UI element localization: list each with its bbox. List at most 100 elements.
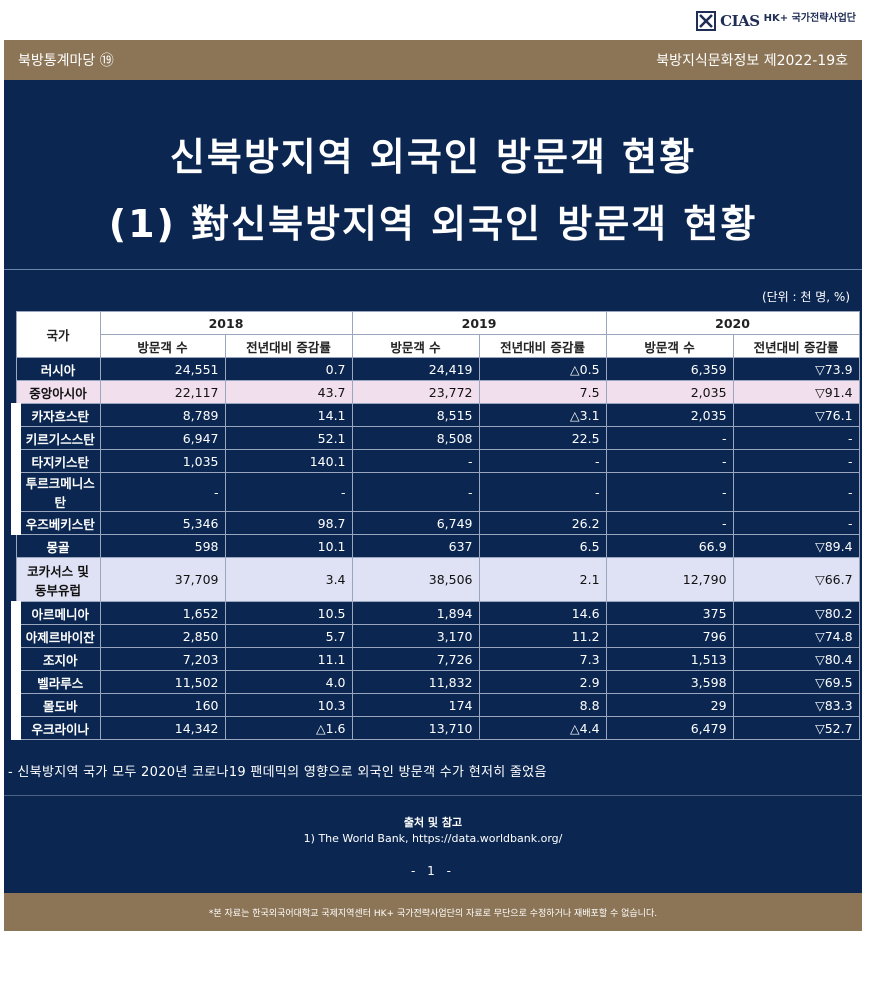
table-row: 아르메니아 1,652 10.5 1,894 14.6 375 ▽80.2 bbox=[11, 601, 860, 625]
visitor-count-cell: 2,850 bbox=[99, 624, 226, 648]
change-rate-cell: - bbox=[732, 449, 860, 473]
change-rate-cell: 11.2 bbox=[478, 624, 607, 648]
visitor-count-cell: 29 bbox=[605, 693, 734, 717]
visitor-count-cell: - bbox=[605, 511, 734, 535]
series-label: 북방통계마당 ⑲ bbox=[18, 53, 114, 69]
change-rate-cell: 8.8 bbox=[478, 693, 607, 717]
page-title: 신북방지역 외국인 방문객 현황 bbox=[169, 135, 697, 179]
country-name: 카자흐스탄 bbox=[11, 403, 101, 427]
visitor-count-cell: 13,710 bbox=[351, 716, 480, 740]
change-rate-cell: 2.1 bbox=[478, 557, 607, 602]
change-rate-cell: 7.3 bbox=[478, 647, 607, 671]
visitor-count-cell: 12,790 bbox=[605, 557, 734, 602]
visitor-count-cell: 22,117 bbox=[99, 380, 226, 404]
visitor-count-cell: 24,419 bbox=[351, 357, 480, 381]
title-box: 신북방지역 외국인 방문객 현황 (1) 對신북방지역 외국인 방문객 현황 bbox=[4, 80, 862, 270]
table-row: 몽골 598 10.1 637 6.5 66.9 ▽89.4 bbox=[15, 534, 860, 558]
copyright-notice: *본 자료는 한국외국어대학교 국제지역센터 HK+ 국가전략사업단의 자료로 … bbox=[208, 908, 658, 919]
change-rate-cell: △1.6 bbox=[224, 716, 353, 740]
change-header: 전년대비 증감률 bbox=[478, 334, 607, 358]
change-rate-cell: 7.5 bbox=[478, 380, 607, 404]
change-rate-cell: 3.4 bbox=[224, 557, 353, 602]
visitor-count-cell: 1,035 bbox=[99, 449, 226, 473]
change-rate-cell: - bbox=[732, 472, 860, 512]
table-row: 러시아 24,551 0.7 24,419 △0.5 6,359 ▽73.9 bbox=[15, 357, 860, 381]
change-rate-cell: - bbox=[478, 472, 607, 512]
change-rate-cell: △4.4 bbox=[478, 716, 607, 740]
visitor-count-cell: 2,035 bbox=[605, 380, 734, 404]
logo-tagline bbox=[764, 26, 856, 29]
table-row: 투르크메니스탄 - - - - - - bbox=[11, 472, 860, 512]
change-rate-cell: 14.6 bbox=[478, 601, 607, 625]
table-row: 타지키스탄 1,035 140.1- - - - bbox=[11, 449, 860, 473]
country-name: 몽골 bbox=[15, 534, 101, 558]
logo-text: CIAS bbox=[720, 12, 760, 30]
country-name: 아르메니아 bbox=[11, 601, 101, 625]
year-header: 2020 bbox=[605, 311, 860, 335]
visitor-count-cell: 598 bbox=[99, 534, 226, 558]
logo-hk: HK+ 국가전략사업단 bbox=[763, 12, 856, 24]
change-rate-cell: 2.9 bbox=[478, 670, 607, 694]
table-row: 벨라루스 11,502 4.0 11,832 2.9 3,598 ▽69.5 bbox=[11, 670, 860, 694]
table-body: 러시아 24,551 0.7 24,419 △0.5 6,359 ▽73.9 중앙아시아 22,… bbox=[11, 357, 860, 740]
change-rate-cell: 140.1 bbox=[224, 449, 353, 473]
country-name: 투르크메니스탄 bbox=[11, 472, 101, 512]
footer-bar: *본 자료는 한국외국어대학교 국제지역센터 HK+ 국가전략사업단의 자료로 … bbox=[4, 893, 862, 931]
change-rate-cell: ▽80.4 bbox=[732, 647, 860, 671]
visitor-count-cell: 5,346 bbox=[99, 511, 226, 535]
year-header-row: 국가 2018 2019 2020 bbox=[15, 311, 860, 358]
visitor-count-cell: 23,772 bbox=[351, 380, 480, 404]
cias-logo: CIAS HK+ 국가전략사업단 bbox=[696, 10, 856, 32]
change-rate-cell: △3.1 bbox=[478, 403, 607, 427]
change-rate-cell: 10.5 bbox=[224, 601, 353, 625]
change-header: 전년대비 증감률 bbox=[224, 334, 353, 358]
visitors-header: 방문객 수 bbox=[99, 334, 226, 358]
country-name: 타지키스탄 bbox=[11, 449, 101, 473]
change-rate-cell: - bbox=[478, 449, 607, 473]
issue-label: 북방지식문화정보 제2022-19호 bbox=[656, 53, 848, 69]
visitor-count-cell: 7,726 bbox=[351, 647, 480, 671]
visitor-count-cell: 160 bbox=[99, 693, 226, 717]
change-rate-cell: 98.7 bbox=[224, 511, 353, 535]
visitor-count-cell: - bbox=[605, 472, 734, 512]
change-rate-cell: 10.1 bbox=[224, 534, 353, 558]
visitor-count-cell: 375 bbox=[605, 601, 734, 625]
change-rate-cell: 4.0 bbox=[224, 670, 353, 694]
table-row: 우크라이나 14,342 △1.6 13,710 △4.4 6,479 ▽52.7 bbox=[11, 716, 860, 740]
visitor-count-cell: 24,551 bbox=[99, 357, 226, 381]
change-rate-cell: ▽69.5 bbox=[732, 670, 860, 694]
change-header: 전년대비 증감률 bbox=[732, 334, 860, 358]
visitor-count-cell: - bbox=[605, 449, 734, 473]
visitor-count-cell: 6,359 bbox=[605, 357, 734, 381]
visitor-table: 국가 2018 2019 2020 방문객 수 전년대비 증감률 방문객 수 전… bbox=[11, 311, 860, 740]
change-rate-cell: ▽76.1 bbox=[732, 403, 860, 427]
change-rate-cell: 14.1 bbox=[224, 403, 353, 427]
table-row: 아제르바이잔 2,850 5.7 3,170 11.2 796 ▽74.8 bbox=[11, 624, 860, 648]
change-rate-cell: 5.7 bbox=[224, 624, 353, 648]
change-rate-cell: - bbox=[224, 472, 353, 512]
page-subtitle: (1) 對신북방지역 외국인 방문객 현황 bbox=[108, 202, 758, 246]
divider bbox=[4, 795, 862, 796]
country-header: 국가 bbox=[15, 311, 101, 358]
visitor-count-cell: 1,513 bbox=[605, 647, 734, 671]
table-row: 키르기스스탄 6,947 52.1 8,508 22.5- - bbox=[11, 426, 860, 450]
visitor-count-cell: 11,832 bbox=[351, 670, 480, 694]
header-bar: 북방통계마당 ⑲ 북방지식문화정보 제2022-19호 bbox=[4, 40, 862, 80]
change-rate-cell: ▽83.3 bbox=[732, 693, 860, 717]
year-header: 2018 bbox=[99, 311, 353, 335]
change-rate-cell: ▽80.2 bbox=[732, 601, 860, 625]
note-text: - 신북방지역 국가 모두 2020년 코로나19 팬데믹의 영향으로 외국인 … bbox=[8, 765, 547, 780]
table-row: 몰도바 160 10.3 174 8.8 29 ▽83.3 bbox=[11, 693, 860, 717]
visitor-count-cell: 38,506 bbox=[351, 557, 480, 602]
visitors-header: 방문객 수 bbox=[605, 334, 734, 358]
change-rate-cell: - bbox=[732, 511, 860, 535]
visitor-count-cell: 796 bbox=[605, 624, 734, 648]
table-row: 조지아 7,203 11.1 7,726 7.3 1,513 ▽80.4 bbox=[11, 647, 860, 671]
visitor-count-cell: 66.9 bbox=[605, 534, 734, 558]
visitor-count-cell: 37,709 bbox=[99, 557, 226, 602]
country-name: 아제르바이잔 bbox=[11, 624, 101, 648]
logo-subtext: HK+ 국가전략사업단 bbox=[763, 12, 856, 29]
visitor-count-cell: 6,479 bbox=[605, 716, 734, 740]
change-rate-cell: 11.1 bbox=[224, 647, 353, 671]
sub-header-row: 방문객 수 전년대비 증감률 방문객 수 전년대비 증감률 방문객 수 전년대비… bbox=[16, 334, 860, 358]
